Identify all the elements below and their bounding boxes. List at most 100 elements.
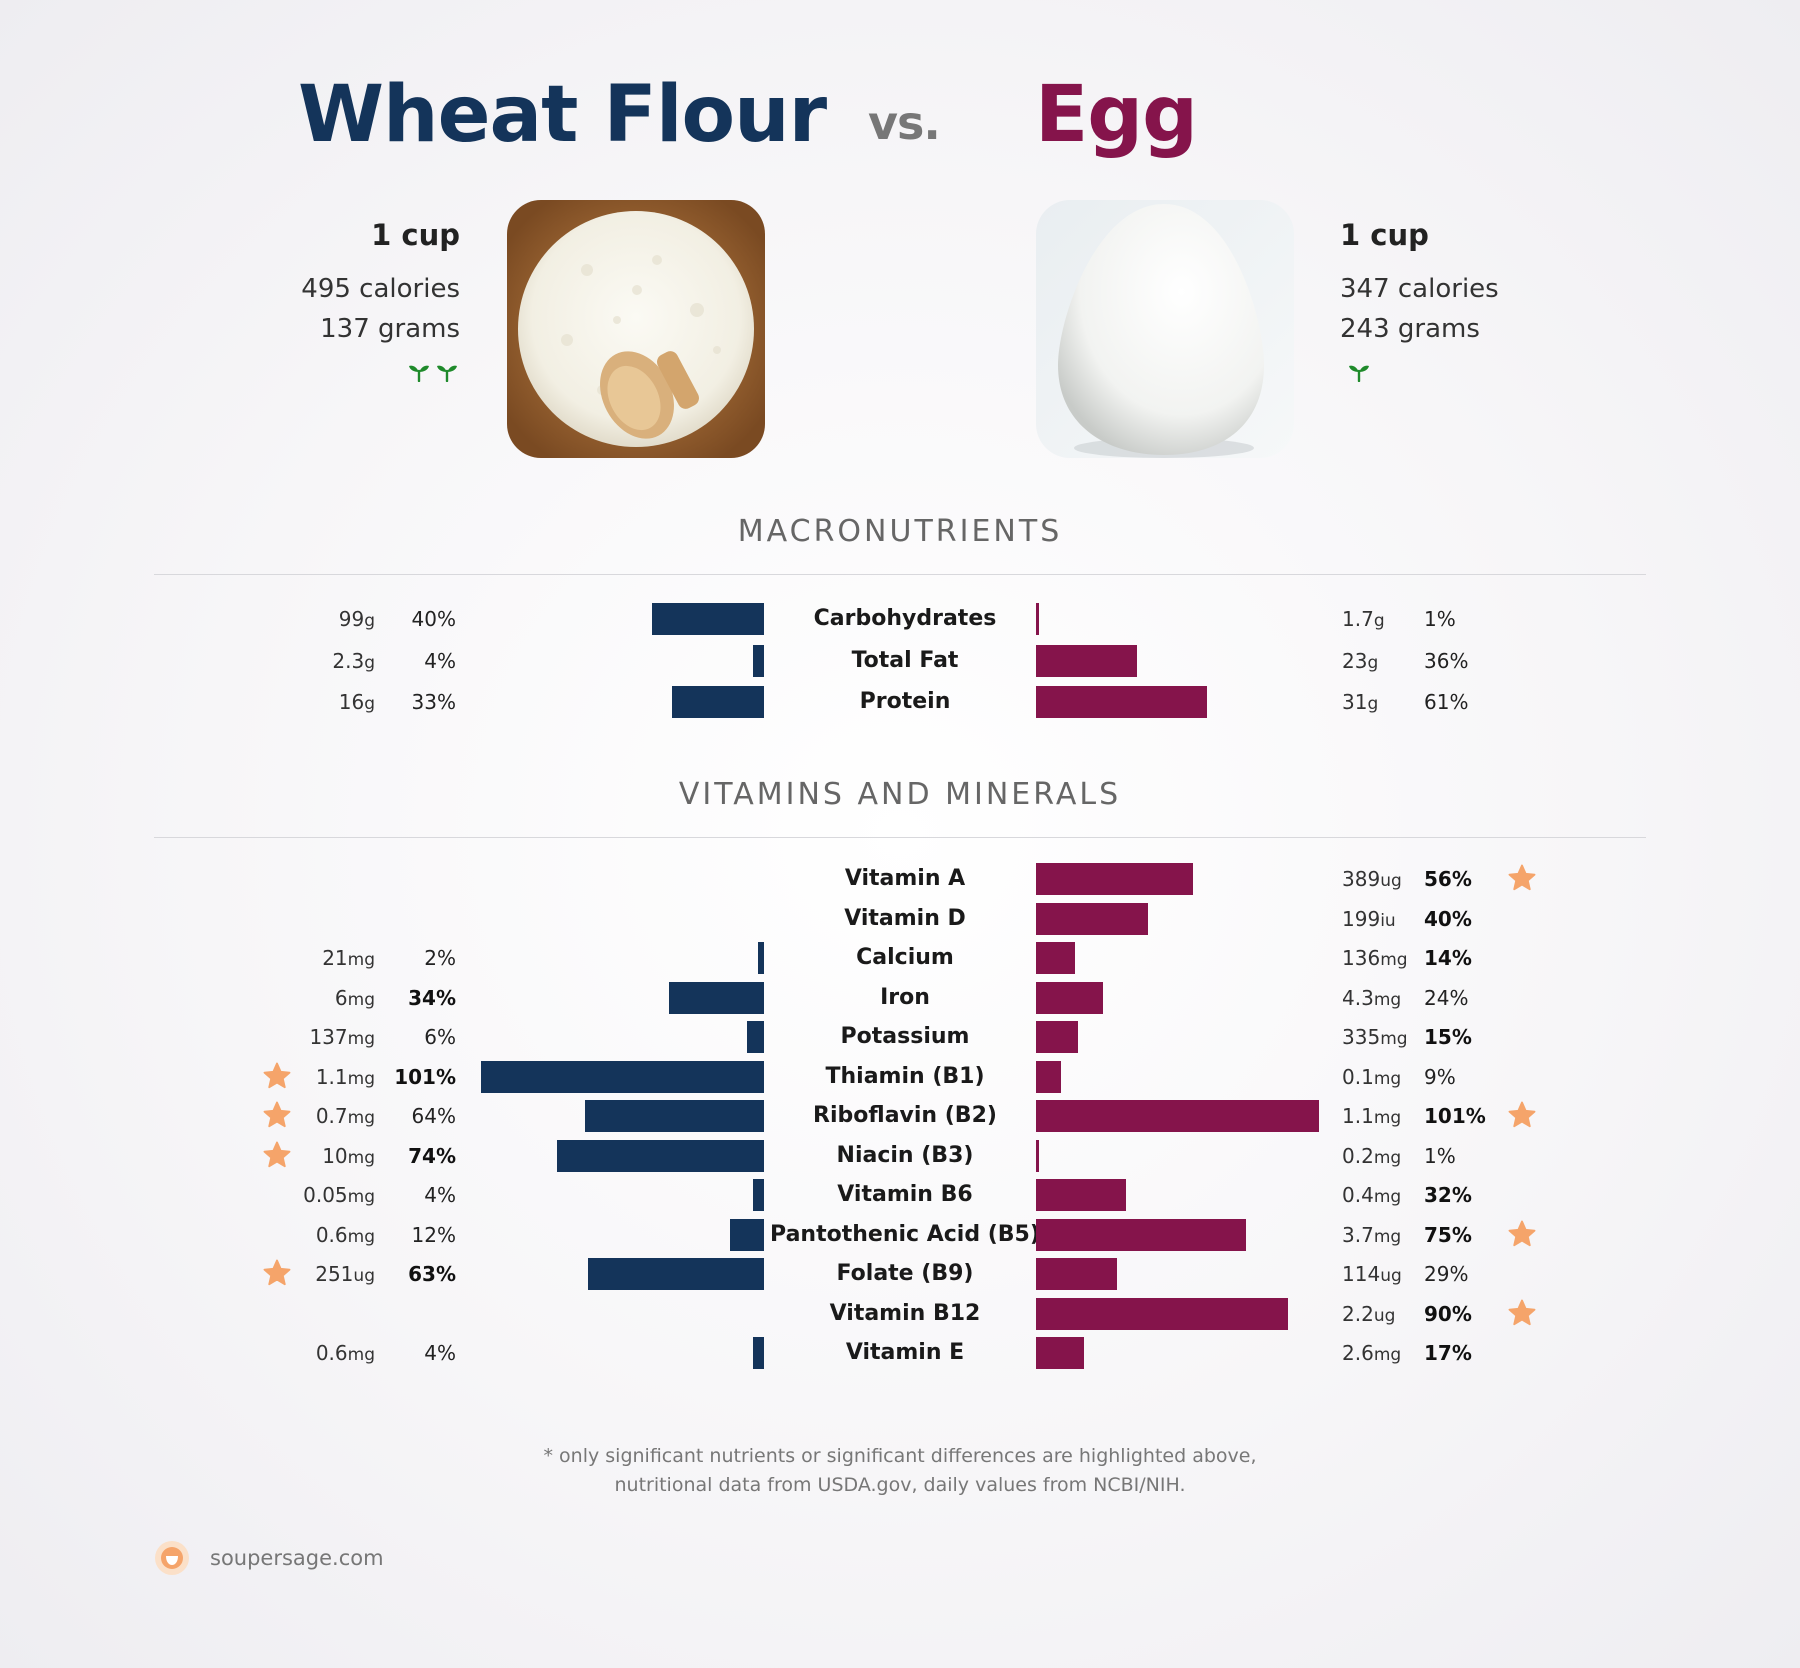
right-amount: 1.7g bbox=[1342, 607, 1385, 633]
left-amount-value: 10 bbox=[322, 1143, 348, 1168]
right-percent: 24% bbox=[1424, 985, 1469, 1010]
nutrient-label: Carbohydrates bbox=[813, 606, 997, 631]
right-amount-value: 114 bbox=[1342, 1262, 1381, 1286]
left-percent: 6% bbox=[424, 1025, 456, 1049]
macronutrients-heading: MACRONUTRIENTS bbox=[737, 514, 1063, 549]
left-bar bbox=[747, 1021, 764, 1053]
left-bar bbox=[752, 644, 764, 677]
brand-name[interactable]: soupersage.com bbox=[210, 1546, 384, 1570]
left-bar bbox=[671, 686, 764, 718]
left-percent: 4% bbox=[424, 1341, 456, 1365]
right-percent: 29% bbox=[1424, 1262, 1469, 1286]
right-amount-unit: ug bbox=[1380, 871, 1402, 891]
right-amount-unit: mg bbox=[1380, 1029, 1408, 1049]
right-amount-unit: mg bbox=[1373, 989, 1402, 1010]
left-bar bbox=[652, 603, 764, 635]
left-amount-value: 137 bbox=[309, 1025, 348, 1049]
right-amount-value: 0.4 bbox=[1342, 1183, 1374, 1207]
right-amount-unit: mg bbox=[1373, 1068, 1402, 1089]
nutrient-label: Vitamin A bbox=[844, 866, 966, 891]
right-percent: 36% bbox=[1424, 648, 1469, 673]
left-bar bbox=[730, 1218, 764, 1251]
right-amount-value: 4.3 bbox=[1342, 985, 1374, 1010]
right-bar bbox=[1036, 902, 1148, 935]
footnote-line-1: * only significant nutrients or signific… bbox=[543, 1445, 1257, 1467]
right-amount: 335mg bbox=[1342, 1025, 1408, 1051]
right-calories: 347 calories bbox=[1340, 274, 1499, 304]
left-amount: 0.7mg bbox=[316, 1104, 375, 1130]
right-amount-value: 23 bbox=[1342, 648, 1368, 673]
left-amount-value: 16 bbox=[338, 690, 365, 714]
left-percent: 64% bbox=[411, 1104, 456, 1128]
nutrient-label: Total Fat bbox=[851, 647, 959, 673]
left-star-icon bbox=[262, 1061, 292, 1091]
right-percent: 1% bbox=[1424, 1143, 1456, 1168]
nutrient-label: Potassium bbox=[840, 1024, 970, 1049]
right-percent: 75% bbox=[1424, 1222, 1472, 1247]
right-bar bbox=[1036, 1139, 1039, 1172]
right-amount: 2.2ug bbox=[1342, 1302, 1395, 1328]
left-percent: 33% bbox=[411, 690, 456, 714]
nutrient-label: Calcium bbox=[856, 945, 954, 970]
footnote-line-2: nutritional data from USDA.gov, daily va… bbox=[614, 1474, 1186, 1496]
nutrient-label: Folate (B9) bbox=[836, 1261, 974, 1286]
left-star-icon bbox=[262, 1140, 292, 1170]
nutrient-label: Riboflavin (B2) bbox=[813, 1103, 997, 1128]
right-bar bbox=[1036, 644, 1137, 677]
right-amount-value: 3.7 bbox=[1342, 1222, 1374, 1247]
left-amount-value: 0.6 bbox=[315, 1222, 348, 1247]
right-amount-value: 335 bbox=[1342, 1025, 1381, 1049]
left-bar bbox=[758, 942, 764, 974]
left-percent: 4% bbox=[424, 1183, 456, 1207]
right-amount-value: 2.2 bbox=[1342, 1301, 1374, 1326]
right-bar bbox=[1036, 1337, 1084, 1369]
left-amount: 99g bbox=[339, 607, 375, 633]
left-amount: 21mg bbox=[322, 946, 375, 972]
right-amount-unit: mg bbox=[1373, 1345, 1402, 1365]
right-percent: 17% bbox=[1424, 1341, 1472, 1365]
right-amount: 1.1mg bbox=[1342, 1104, 1401, 1130]
right-amount-value: 1.7 bbox=[1342, 607, 1374, 631]
nutrient-label: Pantothenic Acid (B5) bbox=[770, 1221, 1040, 1247]
vitamins-heading: VITAMINS AND MINERALS bbox=[678, 777, 1122, 812]
right-amount: 23g bbox=[1342, 649, 1378, 675]
left-bar bbox=[752, 1179, 764, 1211]
left-amount: 16g bbox=[339, 690, 375, 716]
left-amount: 0.6mg bbox=[316, 1223, 375, 1249]
left-calories: 495 calories bbox=[301, 274, 460, 304]
left-amount-unit: mg bbox=[347, 1108, 375, 1128]
right-amount: 2.6mg bbox=[1342, 1341, 1401, 1367]
right-percent: 101% bbox=[1424, 1104, 1486, 1128]
nutrient-label: Vitamin E bbox=[845, 1340, 965, 1365]
right-amount-value: 136 bbox=[1342, 946, 1381, 970]
nutrient-label: Thiamin (B1) bbox=[825, 1063, 985, 1089]
right-amount-unit: mg bbox=[1380, 950, 1408, 970]
right-amount-value: 31 bbox=[1342, 690, 1368, 714]
right-percent: 32% bbox=[1424, 1183, 1472, 1207]
sprout-icon bbox=[408, 362, 430, 386]
right-bar bbox=[1036, 603, 1039, 635]
left-amount-unit: mg bbox=[347, 989, 375, 1010]
left-amount-value: 99 bbox=[338, 607, 365, 631]
right-amount: 0.2mg bbox=[1342, 1144, 1401, 1170]
nutrient-label: Iron bbox=[880, 984, 930, 1010]
right-vegan-indicator bbox=[1348, 362, 1370, 386]
left-amount-unit: mg bbox=[347, 1226, 375, 1247]
left-amount-unit: g bbox=[364, 652, 375, 673]
right-amount: 31g bbox=[1342, 690, 1378, 716]
right-amount-unit: iu bbox=[1380, 910, 1396, 931]
right-bar bbox=[1036, 1100, 1319, 1132]
left-percent: 74% bbox=[408, 1143, 456, 1168]
left-bar bbox=[556, 1139, 764, 1172]
right-bar bbox=[1036, 1060, 1062, 1093]
left-amount: 10mg bbox=[322, 1144, 375, 1170]
right-amount: 114ug bbox=[1342, 1262, 1402, 1288]
left-amount-value: 0.6 bbox=[315, 1341, 348, 1365]
right-percent: 40% bbox=[1424, 906, 1472, 931]
left-amount: 6mg bbox=[335, 986, 375, 1012]
right-amount-value: 199 bbox=[1342, 906, 1381, 931]
left-amount-unit: mg bbox=[347, 1187, 375, 1207]
right-star-icon bbox=[1507, 863, 1537, 893]
right-food-title: Egg bbox=[1035, 70, 1198, 160]
right-bar bbox=[1036, 1021, 1078, 1053]
